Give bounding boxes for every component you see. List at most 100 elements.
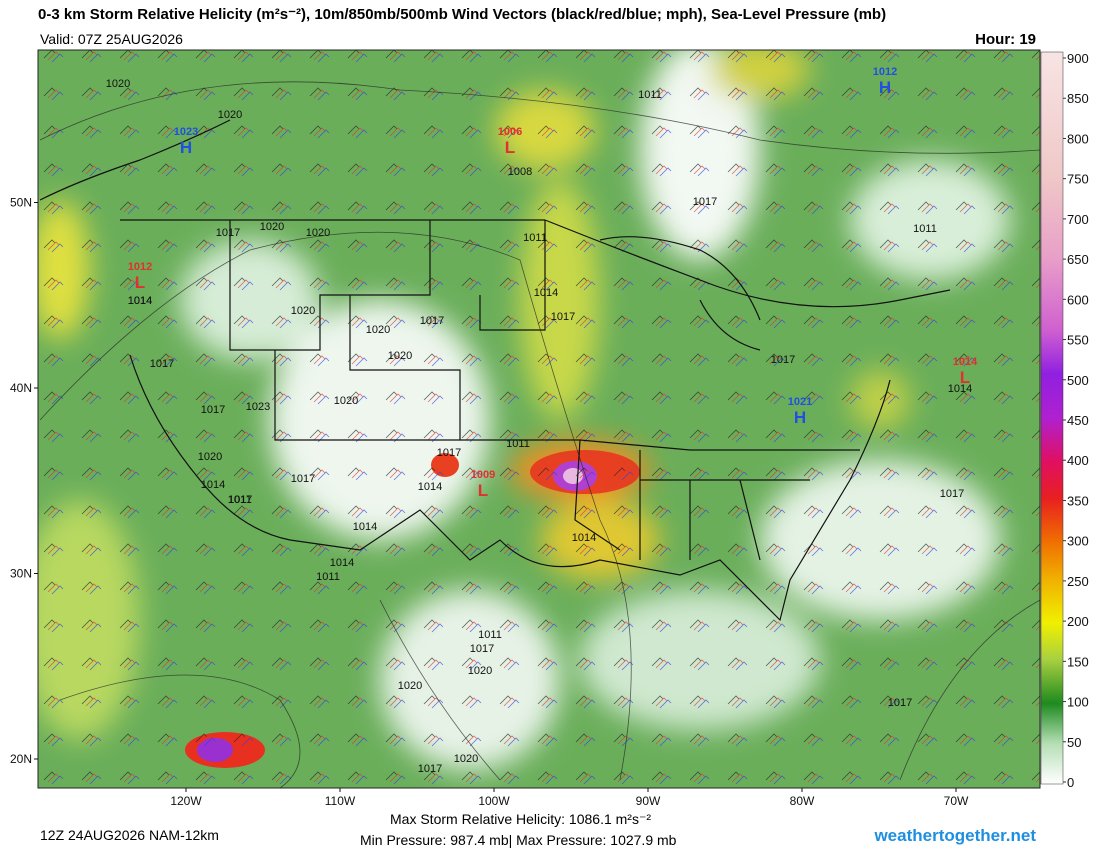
pressure-range: Min Pressure: 987.4 mb| Max Pressure: 10… bbox=[360, 832, 677, 848]
isobar-label: 1017 bbox=[150, 358, 174, 370]
isobar-label: 1020 bbox=[454, 753, 478, 765]
isobar-label: 1020 bbox=[306, 227, 330, 239]
colorbar-tick-label: 0 bbox=[1067, 775, 1074, 790]
isobar-label: 1023 bbox=[246, 401, 270, 413]
lon-tick-label: 80W bbox=[790, 794, 815, 808]
colorbar-tick-label: 50 bbox=[1067, 735, 1081, 750]
colorbar-tick-label: 850 bbox=[1067, 91, 1089, 106]
center-value: 1012 bbox=[873, 66, 897, 78]
isobar-label: 1008 bbox=[508, 166, 532, 178]
colorbar-tick-label: 200 bbox=[1067, 614, 1089, 629]
isobar-label: 1014 bbox=[534, 287, 558, 299]
lon-tick-label: 90W bbox=[636, 794, 661, 808]
center-letter: L bbox=[135, 273, 145, 292]
isobar-label: 1011 bbox=[228, 494, 252, 506]
center-letter: L bbox=[960, 368, 970, 387]
center-letter: L bbox=[505, 138, 515, 157]
isobar-label: 1017 bbox=[420, 315, 444, 327]
center-value: 1012 bbox=[128, 261, 152, 273]
lon-tick-label: 110W bbox=[325, 794, 356, 808]
isobar-label: 1017 bbox=[216, 227, 240, 239]
colorbar-tick-label: 900 bbox=[1067, 51, 1089, 66]
center-value: 1023 bbox=[174, 126, 198, 138]
isobar-label: 1017 bbox=[693, 196, 717, 208]
isobar-label: 1020 bbox=[260, 221, 284, 233]
colorbar-tick-label: 250 bbox=[1067, 574, 1089, 589]
isobar-label: 1017 bbox=[470, 643, 494, 655]
center-letter: H bbox=[879, 78, 891, 97]
isobar-label: 1020 bbox=[388, 350, 412, 362]
isobar-label: 1017 bbox=[437, 447, 461, 459]
isobar-label: 1020 bbox=[468, 665, 492, 677]
center-letter: H bbox=[794, 408, 806, 427]
colorbar-tick-label: 100 bbox=[1067, 695, 1089, 710]
isobar-label: 1020 bbox=[218, 109, 242, 121]
isobar-label: 1011 bbox=[523, 232, 547, 244]
lon-tick-label: 120W bbox=[170, 794, 202, 808]
colorbar-tick-label: 700 bbox=[1067, 212, 1089, 227]
valid-time: Valid: 07Z 25AUG2026 bbox=[40, 31, 183, 47]
colorbar-tick-label: 750 bbox=[1067, 172, 1089, 187]
colorbar-tick-label: 450 bbox=[1067, 413, 1089, 428]
colorbar-tick-label: 800 bbox=[1067, 131, 1089, 146]
isobar-label: 1011 bbox=[506, 438, 530, 450]
colorbar-tick-label: 600 bbox=[1067, 292, 1089, 307]
lon-tick-label: 100W bbox=[478, 794, 510, 808]
site-credit: weathertogether.net bbox=[873, 826, 1036, 845]
isobar-label: 1014 bbox=[330, 557, 354, 569]
colorbar-tick-label: 500 bbox=[1067, 373, 1089, 388]
isobar-label: 1014 bbox=[948, 383, 972, 395]
center-value: 1014 bbox=[953, 356, 978, 368]
colorbar-tick-label: 350 bbox=[1067, 493, 1089, 508]
model-run: 12Z 24AUG2026 NAM-12km bbox=[40, 827, 219, 843]
center-value: 1009 bbox=[471, 469, 495, 481]
isobars bbox=[39, 81, 1040, 788]
isobar-label: 1014 bbox=[572, 532, 596, 544]
lat-tick-label: 30N bbox=[10, 567, 32, 581]
colorbar-tick-label: 150 bbox=[1067, 654, 1089, 669]
isobar-label: 1017 bbox=[551, 311, 575, 323]
isobar-label: 1017 bbox=[771, 354, 795, 366]
isobar-label: 1014 bbox=[128, 295, 152, 307]
isobar-label: 1017 bbox=[201, 404, 225, 416]
colorbar-tick-label: 300 bbox=[1067, 534, 1089, 549]
center-value: 1006 bbox=[498, 126, 522, 138]
map bbox=[38, 50, 1040, 788]
isobar-label: 1020 bbox=[291, 305, 315, 317]
borders bbox=[39, 119, 951, 622]
isobar-label: 1020 bbox=[398, 680, 422, 692]
lon-tick-label: 70W bbox=[944, 794, 969, 808]
isobar-label: 1011 bbox=[913, 223, 937, 235]
colorbar-tick-label: 650 bbox=[1067, 252, 1089, 267]
isobar-label: 1020 bbox=[198, 451, 222, 463]
isobar-label: 1017 bbox=[940, 488, 964, 500]
isobar-label: 1014 bbox=[201, 479, 225, 491]
lat-tick-label: 20N bbox=[10, 752, 32, 766]
isobar-label: 1020 bbox=[334, 395, 358, 407]
center-letter: H bbox=[180, 138, 192, 157]
colorbar-tick-label: 550 bbox=[1067, 333, 1089, 348]
lat-tick-label: 50N bbox=[10, 196, 32, 210]
isobar-label: 1017 bbox=[418, 763, 442, 775]
title: 0-3 km Storm Relative Helicity (m²s⁻²), … bbox=[38, 6, 886, 23]
isobar-label: 1020 bbox=[106, 78, 130, 90]
isobar-label: 1011 bbox=[316, 571, 340, 583]
colorbar bbox=[1040, 51, 1064, 785]
forecast-hour: Hour: 19 bbox=[975, 31, 1036, 48]
max-srh: Max Storm Relative Helicity: 1086.1 m²s⁻… bbox=[390, 811, 651, 827]
isobar-label: 1020 bbox=[366, 324, 390, 336]
map-frame bbox=[37, 49, 1041, 789]
center-letter: L bbox=[478, 481, 488, 500]
isobar-label: 1014 bbox=[353, 521, 377, 533]
isobar-label: 1011 bbox=[478, 629, 502, 641]
isobar-label: 1017 bbox=[291, 473, 315, 485]
center-value: 1021 bbox=[788, 396, 812, 408]
isobar-label: 1014 bbox=[128, 295, 152, 307]
isobar-label: 1014 bbox=[418, 481, 442, 493]
lat-tick-label: 40N bbox=[10, 381, 32, 395]
isobar-label: 1017 bbox=[228, 494, 252, 506]
colorbar-tick-label: 400 bbox=[1067, 453, 1089, 468]
isobar-label: 1011 bbox=[638, 89, 662, 101]
isobar-label: 1017 bbox=[888, 697, 912, 709]
